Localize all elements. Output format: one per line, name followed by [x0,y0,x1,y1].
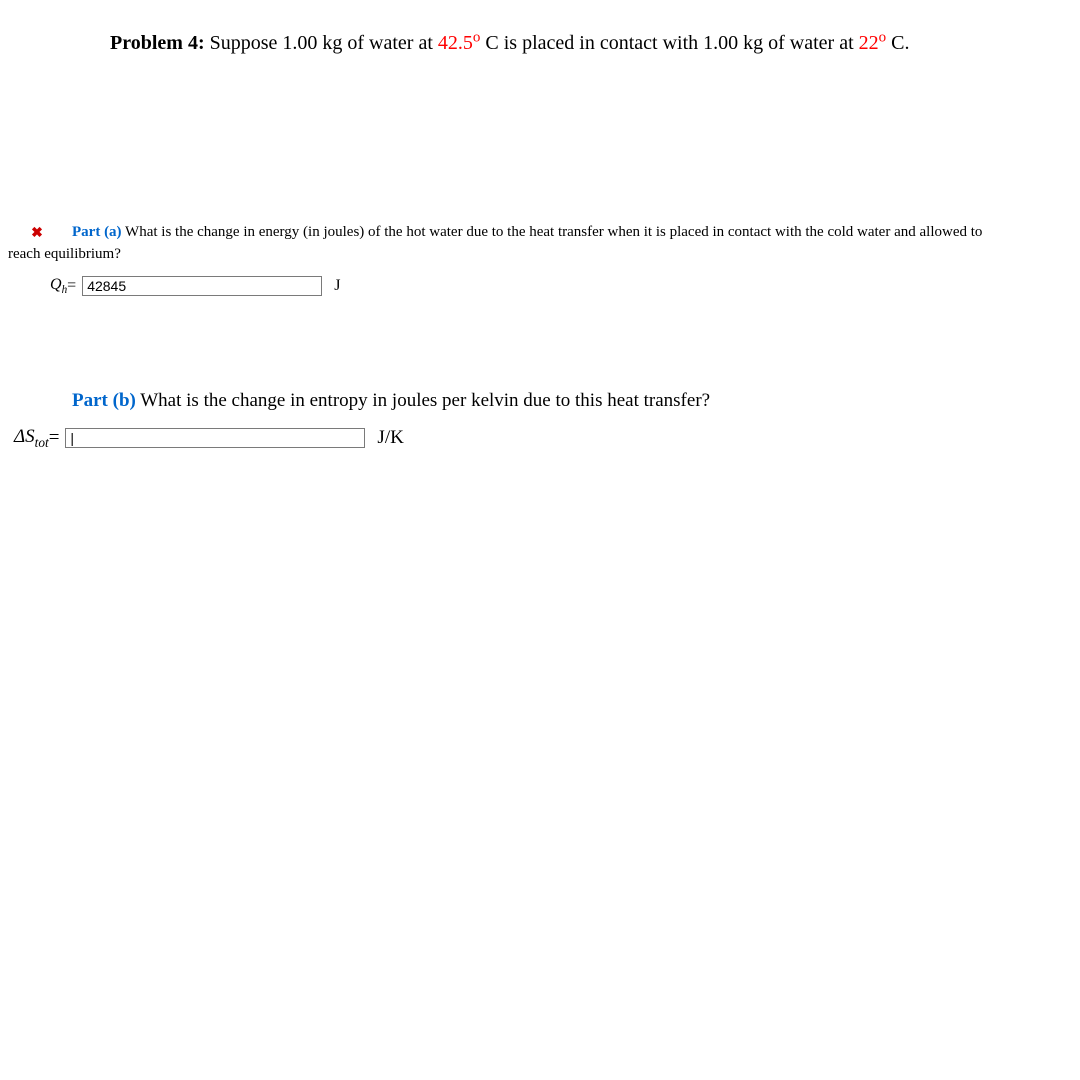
part-a-label: Part (a) [72,224,122,240]
dstot-unit: J/K [377,427,403,449]
s-var-sub: tot [35,435,49,450]
dstot-input[interactable] [65,428,365,448]
page-root: Problem 4: Suppose 1.00 kg of water at 4… [0,0,1080,1080]
problem-text-prefix: Suppose 1.00 kg of water at [210,32,438,54]
part-a-answer-row: Qh = J [50,276,340,296]
wrong-icon: ✖ [30,225,44,244]
temp-cold-value: 22o [859,32,887,54]
problem-text-suffix: C. [886,32,909,54]
part-a-question-lead: What is the change in energy (in joules)… [122,224,983,240]
problem-number-label: Problem 4: [110,32,205,54]
delta-symbol: Δ [14,426,25,447]
qh-var-letter: Q [50,276,62,293]
problem-statement: Problem 4: Suppose 1.00 kg of water at 4… [110,30,1070,57]
part-b-block: Part (b) What is the change in entropy i… [72,388,1070,414]
s-var-letter: S [25,426,35,447]
temp-cold-number: 22 [859,32,879,54]
part-b-label: Part (b) [72,390,136,411]
qh-variable: Qh [50,276,67,296]
part-b-question: What is the change in entropy in joules … [136,390,710,411]
problem-text-mid: C is placed in contact with 1.00 kg of w… [480,32,858,54]
part-a-block: ✖ Part (a) What is the change in energy (… [8,222,1076,264]
dstot-variable: ΔStot [14,426,49,451]
equals-sign-a: = [67,277,76,295]
temp-hot-value: 42.5o [438,32,481,54]
part-a-question-wrap: reach equilibrium? [8,246,121,262]
part-b-answer-row: ΔStot = J/K [14,426,404,451]
qh-unit: J [334,277,340,295]
equals-sign-b: = [49,427,60,449]
temp-hot-number: 42.5 [438,32,473,54]
qh-input[interactable] [82,276,322,296]
